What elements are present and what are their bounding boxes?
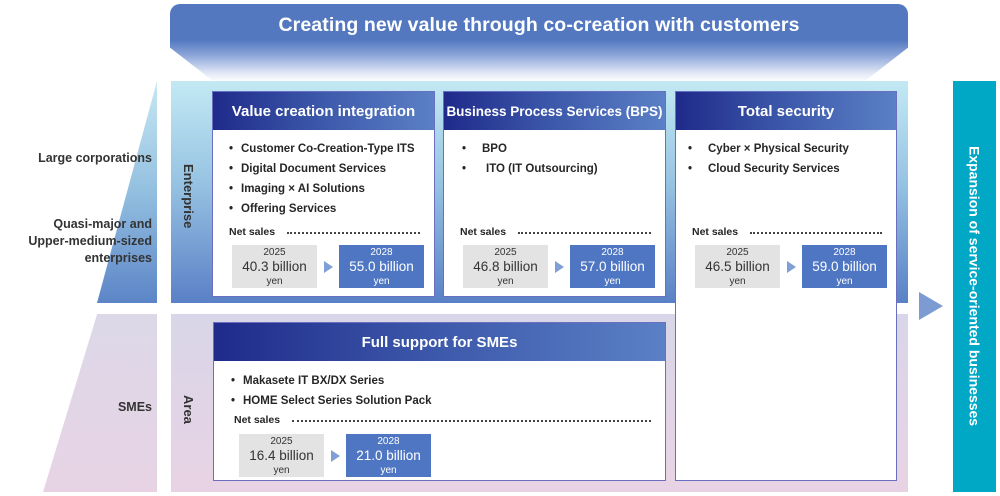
sales-comparison: 2025 46.8 billion yen 2028 57.0 billion …: [463, 245, 655, 288]
sales-2025-box: 2025 46.5 billion yen: [695, 245, 780, 288]
sales-2028-box: 2028 21.0 billion yen: [346, 434, 431, 477]
expansion-bar-label: Expansion of service-oriented businesses: [966, 146, 983, 427]
list-item: • Makasete IT BX/DX Series: [231, 375, 385, 387]
list-item: • Offering Services: [229, 203, 337, 215]
list-item: • Cyber × Physical Security: [688, 143, 849, 155]
dotted-leader: [518, 231, 651, 234]
card-business-process-services: Business Process Services (BPS) • BPO • IT…: [443, 91, 666, 297]
card-value-creation-integration: Value creation integration • Customer Co-…: [212, 91, 435, 297]
banner-title: Creating new value through co-creation w…: [278, 14, 800, 36]
card-full-support-smes: Full support for SMEs • Makasete IT BX/DX…: [213, 322, 666, 481]
expansion-bar: Expansion of service-oriented businesses: [953, 81, 996, 492]
arrow-right-icon: [324, 260, 333, 273]
net-sales-row: Net sales: [460, 226, 651, 238]
list-item: • Customer Co-Creation-Type ITS: [229, 143, 415, 155]
card-total-security: Total security • Cyber × Physical Securit…: [675, 91, 897, 481]
banner-funnel-shape: [170, 4, 908, 82]
sales-2028-box: 2028 57.0 billion yen: [570, 245, 655, 288]
card-title: Full support for SMEs: [214, 323, 665, 361]
bullet-list: • Cyber × Physical Security • Cloud Securi…: [676, 130, 896, 179]
segment-label-quasi: Quasi-major and Upper-medium-sized enter…: [28, 217, 152, 265]
band-label-area: Area: [181, 395, 196, 424]
net-sales-row: Net sales: [229, 226, 420, 238]
dotted-leader: [292, 419, 651, 422]
sales-2028-box: 2028 55.0 billion yen: [339, 245, 424, 288]
arrow-right-icon: [787, 260, 796, 273]
dotted-leader: [750, 231, 882, 234]
sales-2025-box: 2025 16.4 billion yen: [239, 434, 324, 477]
list-item: • Digital Document Services: [229, 163, 387, 175]
top-banner: Creating new value through co-creation w…: [170, 4, 908, 82]
band-label-enterprise: Enterprise: [181, 164, 196, 229]
arrow-right-icon: [919, 292, 943, 320]
net-sales-row: Net sales: [234, 414, 651, 426]
sales-comparison: 2025 46.5 billion yen 2028 59.0 billion …: [695, 245, 887, 288]
arrow-right-icon: [331, 449, 340, 462]
list-item: • Cloud Security Services: [688, 163, 840, 175]
list-item: • Imaging × AI Solutions: [229, 183, 365, 195]
bullet-list: • Customer Co-Creation-Type ITS • Digital …: [213, 130, 434, 219]
card-title: Value creation integration: [213, 92, 434, 130]
dotted-leader: [287, 231, 420, 234]
list-item: • BPO: [462, 143, 507, 155]
list-item: • HOME Select Series Solution Pack: [231, 395, 432, 407]
arrow-right-icon: [555, 260, 564, 273]
bullet-list: • Makasete IT BX/DX Series • HOME Select S…: [214, 361, 665, 411]
sales-2028-box: 2028 59.0 billion yen: [802, 245, 887, 288]
card-title: Business Process Services (BPS): [444, 92, 665, 130]
segment-label-large: Large corporations: [38, 151, 152, 165]
sales-comparison: 2025 40.3 billion yen 2028 55.0 billion …: [232, 245, 424, 288]
segment-label-smes: SMEs: [117, 400, 152, 414]
net-sales-row: Net sales: [692, 226, 882, 238]
enterprise-segment-wedge: [97, 81, 157, 303]
sales-2025-box: 2025 40.3 billion yen: [232, 245, 317, 288]
card-title: Total security: [676, 92, 896, 130]
bullet-list: • BPO • ITO (IT Outsourcing): [444, 130, 665, 179]
sales-2025-box: 2025 46.8 billion yen: [463, 245, 548, 288]
sales-comparison: 2025 16.4 billion yen 2028 21.0 billion …: [239, 434, 431, 477]
list-item: • ITO (IT Outsourcing): [462, 163, 598, 175]
